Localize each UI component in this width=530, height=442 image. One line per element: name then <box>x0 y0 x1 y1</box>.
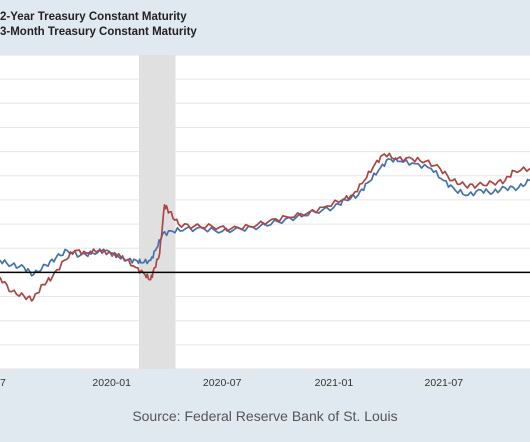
legend-item-3-month[interactable]: 3-Month Treasury Constant Maturity <box>0 25 197 40</box>
gridlines <box>0 54 530 370</box>
legend-label-2-year: 2-Year Treasury Constant Maturity <box>0 11 187 23</box>
plot-area <box>0 55 530 369</box>
x-tick-label-2: 2020-07 <box>203 377 242 389</box>
series-line-3-month[interactable] <box>0 152 530 302</box>
x-tick-label-0: 7 <box>0 377 6 389</box>
legend-item-2-year[interactable]: 2-Year Treasury Constant Maturity <box>0 10 197 25</box>
x-tick-label-3: 2021-01 <box>315 377 354 389</box>
x-axis: 7 2020-01 2020-07 2021-01 2021-07 <box>0 377 463 389</box>
series-layer <box>0 152 530 302</box>
legend-label-3-month: 3-Month Treasury Constant Maturity <box>0 26 197 38</box>
x-tick-label-1: 2020-01 <box>92 377 131 389</box>
chart-legend: 2-Year Treasury Constant Maturity 3-Mont… <box>0 10 197 40</box>
source-note: Source: Federal Reserve Bank of St. Loui… <box>132 408 398 424</box>
x-tick-label-4: 2021-07 <box>425 377 464 389</box>
